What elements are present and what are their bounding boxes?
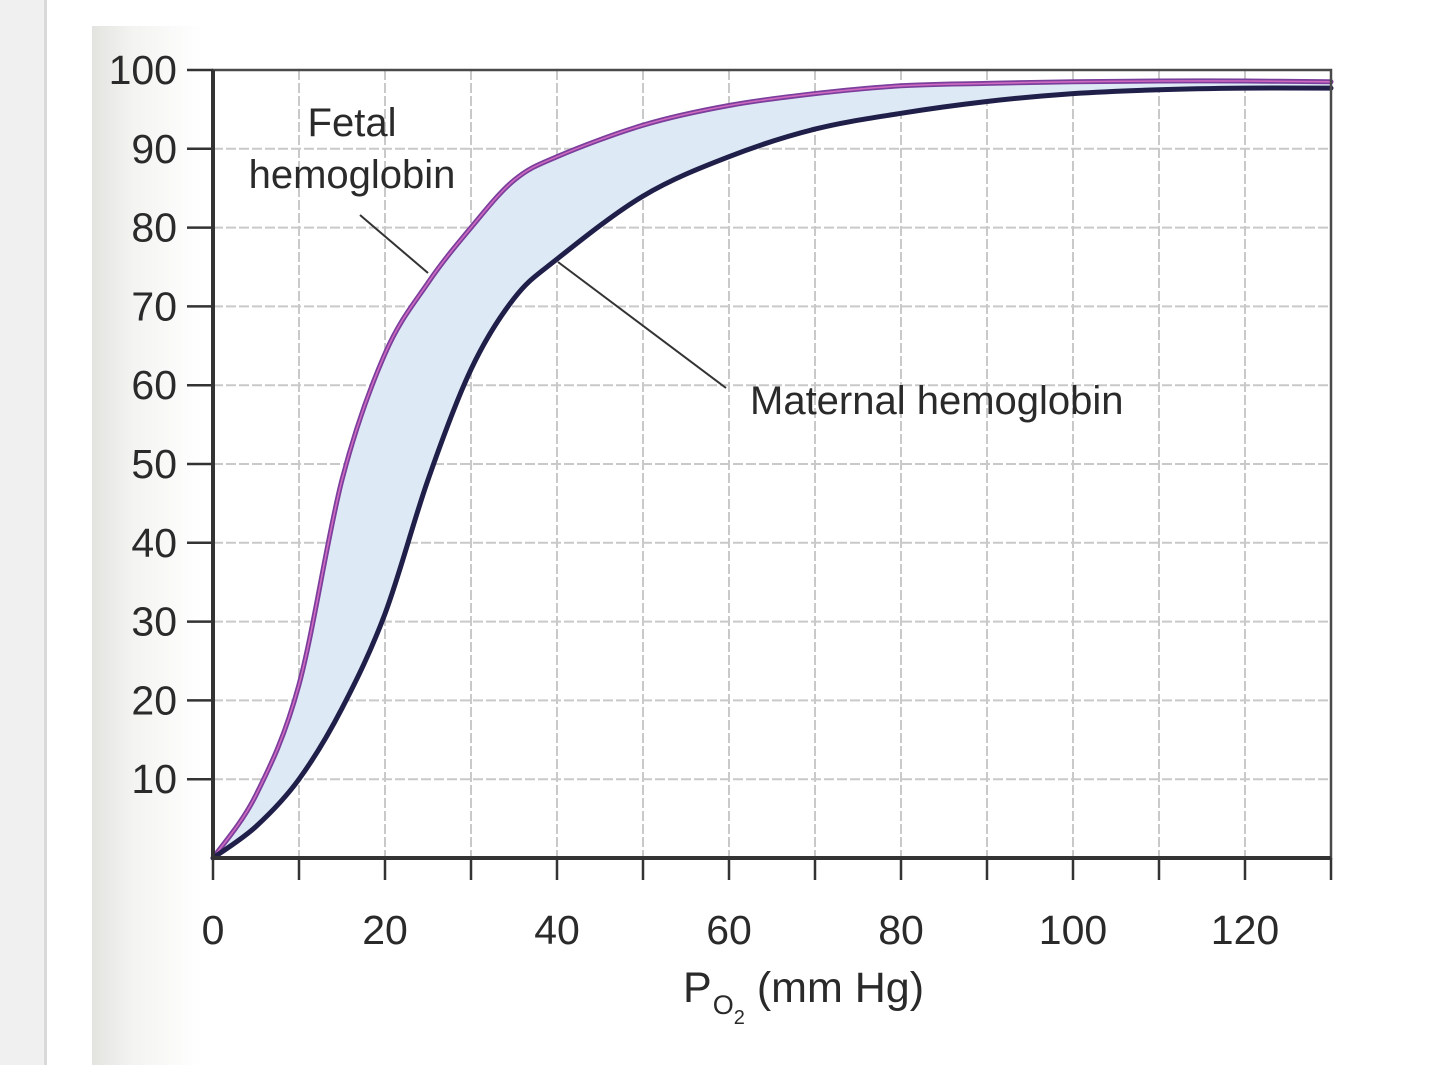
x-axis-label-subscript: O bbox=[713, 990, 734, 1020]
x-tick-label: 0 bbox=[202, 907, 225, 953]
x-axis-label-unit: (mm Hg) bbox=[757, 964, 924, 1012]
sidebar-strip bbox=[0, 0, 47, 1065]
fetal-label-line-1: Fetal bbox=[308, 101, 397, 145]
grid bbox=[213, 70, 1331, 858]
x-axis-label: PO2 (mm Hg) bbox=[683, 964, 924, 1029]
y-tick-label: 100 bbox=[109, 47, 177, 93]
x-tick-label: 120 bbox=[1211, 907, 1279, 953]
x-tick-label: 80 bbox=[878, 907, 924, 953]
ticks: 0 20 40 60 80 100 120 10 20 30 40 50 60 70 80 90 100 bbox=[109, 47, 1333, 953]
shaded-region-between-curves bbox=[213, 80, 1331, 859]
y-tick-label: 90 bbox=[131, 126, 177, 172]
x-axis-label-subsubscript: 2 bbox=[734, 1007, 745, 1029]
y-tick-label: 20 bbox=[131, 677, 177, 723]
x-tick-label: 100 bbox=[1039, 907, 1107, 953]
y-tick-label: 80 bbox=[131, 205, 177, 251]
x-tick-label: 40 bbox=[534, 907, 580, 953]
x-tick-label: 20 bbox=[362, 907, 408, 953]
x-tick-label: 60 bbox=[706, 907, 752, 953]
fetal-label-line-2: hemoglobin bbox=[249, 153, 456, 197]
x-axis-label-main: P bbox=[683, 964, 712, 1012]
maternal-label: Maternal hemoglobin bbox=[750, 379, 1124, 423]
y-tick-label: 70 bbox=[131, 283, 177, 329]
y-tick-label: 50 bbox=[131, 441, 177, 487]
textbook-page bbox=[92, 26, 1440, 1065]
maternal-leader-line bbox=[557, 261, 727, 389]
curves bbox=[210, 78, 1334, 861]
y-tick-label: 10 bbox=[131, 756, 177, 802]
y-tick-label: 30 bbox=[131, 599, 177, 645]
fetal-leader-line bbox=[359, 214, 429, 274]
maternal-hemoglobin-curve bbox=[210, 85, 1334, 861]
y-tick-label: 40 bbox=[131, 520, 177, 566]
y-tick-label: 60 bbox=[131, 362, 177, 408]
fetal-hemoglobin-curve-highlight bbox=[212, 80, 1332, 859]
